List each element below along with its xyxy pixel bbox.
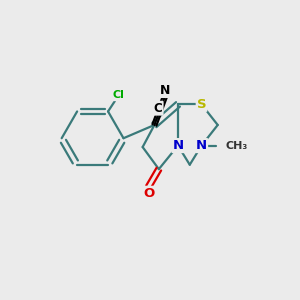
Text: S: S: [197, 98, 206, 111]
Text: O: O: [143, 187, 154, 200]
Text: Cl: Cl: [112, 90, 124, 100]
Text: CH₃: CH₃: [225, 141, 247, 151]
Text: N: N: [172, 139, 184, 152]
Text: C: C: [154, 102, 163, 115]
Text: N: N: [196, 139, 207, 152]
Text: N: N: [160, 84, 170, 97]
